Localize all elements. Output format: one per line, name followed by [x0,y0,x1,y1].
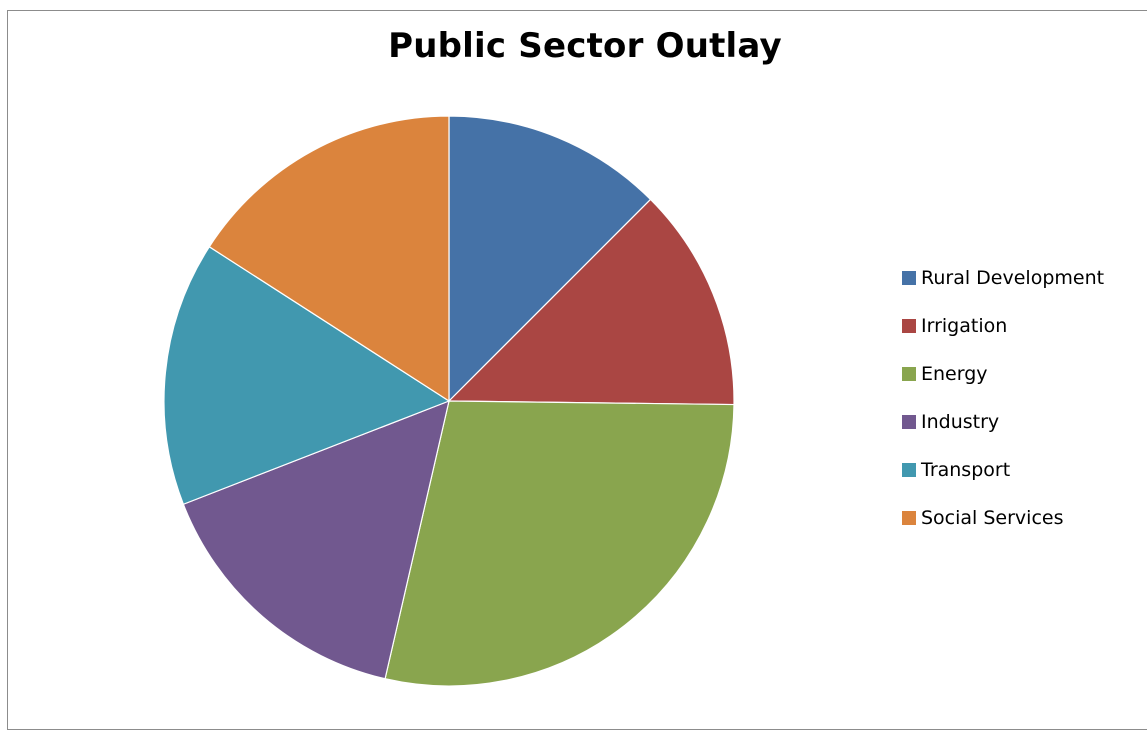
legend-swatch [902,511,916,525]
legend-label: Industry [921,411,1000,433]
legend-item-irrigation: Irrigation [902,314,1104,338]
legend-item-transport: Transport [902,458,1104,482]
legend-item-social-services: Social Services [902,506,1104,530]
legend-swatch [902,367,916,381]
legend-swatch [902,319,916,333]
legend-item-energy: Energy [902,362,1104,386]
pie-slice-transport [163,245,451,506]
pie-slice-industry [182,400,450,680]
legend-swatch [902,415,916,429]
pie-chart [163,115,735,687]
legend-swatch [902,271,916,285]
legend-label: Energy [921,363,988,385]
pie-slice-social-services [208,115,450,403]
pie-slice-rural-development [448,115,652,403]
chart-legend: Rural Development Irrigation Energy Industr… [902,266,1104,554]
pie-slice-irrigation [447,198,735,406]
legend-label: Transport [921,459,1011,481]
pie-slice-energy [384,400,735,687]
legend-label: Irrigation [921,315,1008,337]
legend-label: Rural Development [921,267,1105,289]
chart-title: Public Sector Outlay [388,26,782,66]
legend-label: Social Services [921,507,1064,529]
legend-item-industry: Industry [902,410,1104,434]
legend-swatch [902,463,916,477]
legend-item-rural-development: Rural Development [902,266,1104,290]
